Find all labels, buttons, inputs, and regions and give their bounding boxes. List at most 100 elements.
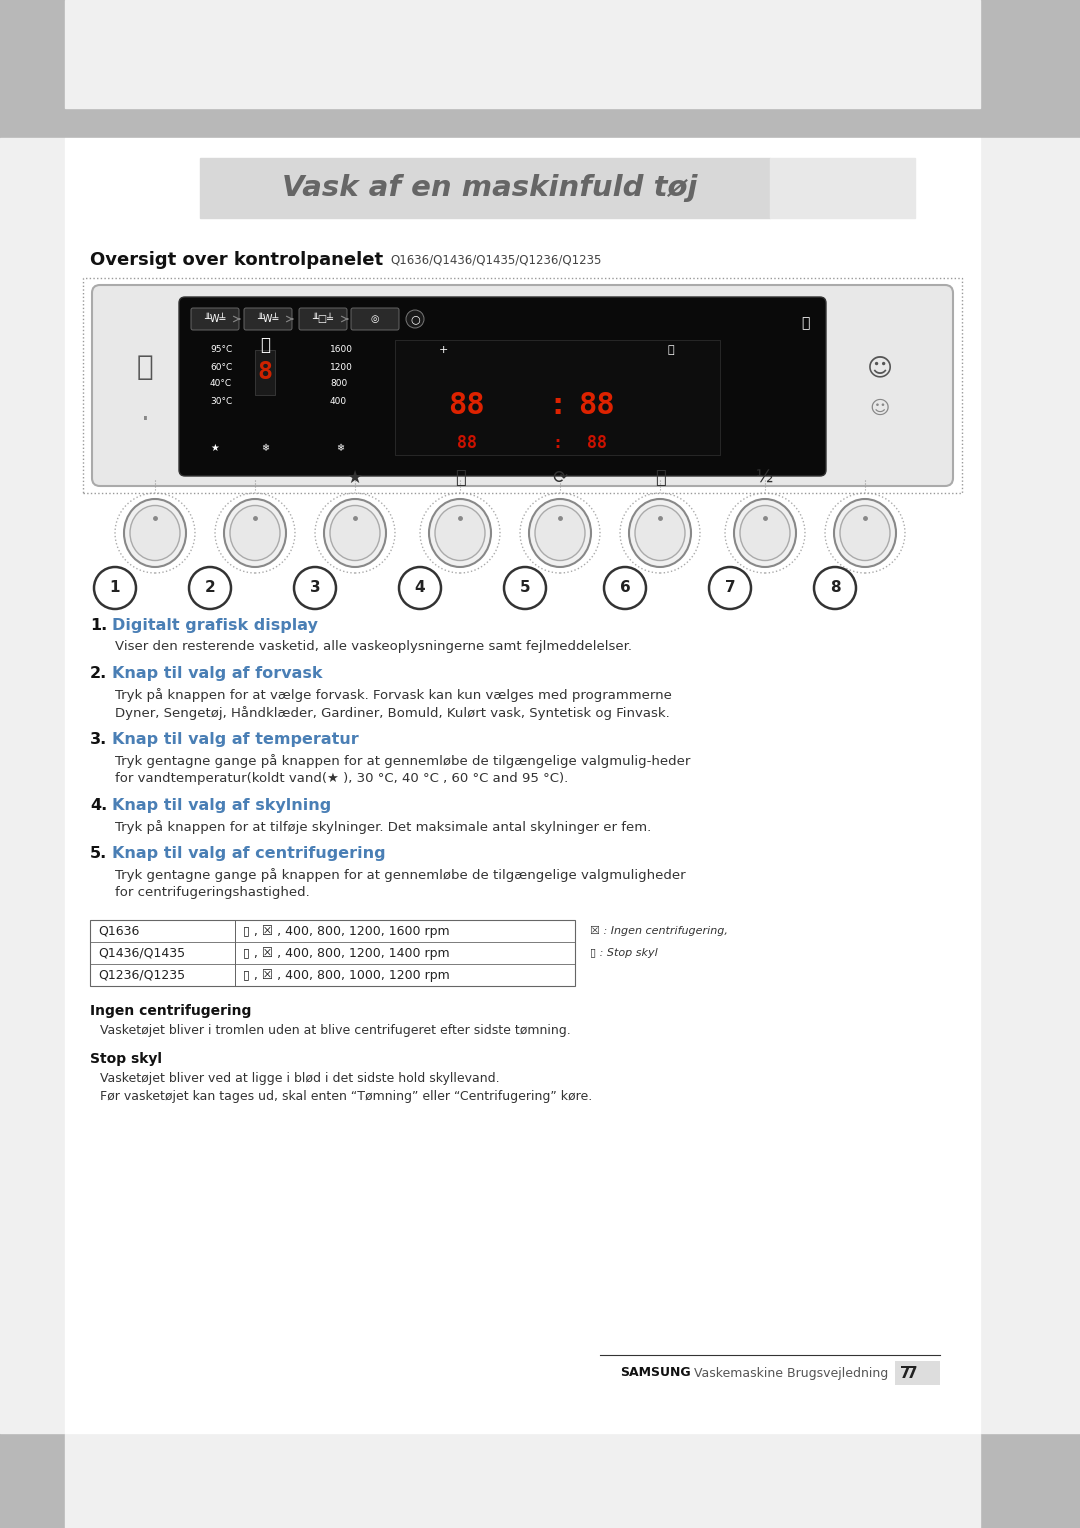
Text: Vask af en maskinfuld tøj: Vask af en maskinfuld tøj: [282, 174, 698, 202]
Circle shape: [189, 567, 231, 610]
Text: Digitalt grafisk display: Digitalt grafisk display: [112, 617, 318, 633]
Text: Knap til valg af centrifugering: Knap til valg af centrifugering: [112, 847, 386, 860]
Text: ☺: ☺: [867, 356, 893, 380]
Text: 1.: 1.: [90, 617, 107, 633]
FancyBboxPatch shape: [179, 296, 826, 477]
Text: ☺: ☺: [869, 399, 890, 419]
Text: Knap til valg af skylning: Knap til valg af skylning: [112, 798, 332, 813]
FancyBboxPatch shape: [299, 309, 347, 330]
Text: Viser den resterende vasketid, alle vaskeoplysningerne samt fejlmeddelelser.: Viser den resterende vasketid, alle vask…: [114, 640, 632, 652]
Ellipse shape: [230, 506, 280, 561]
Text: 1600: 1600: [330, 345, 353, 354]
Text: Oversigt over kontrolpanelet: Oversigt over kontrolpanelet: [90, 251, 383, 269]
Bar: [0, 0, 1080, 138]
Text: 1: 1: [110, 581, 120, 596]
Bar: [83, 278, 962, 494]
Bar: [980, 138, 1080, 1433]
Text: 2: 2: [204, 581, 215, 596]
Text: ▯ , ☒ , 400, 800, 1000, 1200 rpm: ▯ , ☒ , 400, 800, 1000, 1200 rpm: [243, 969, 449, 981]
Text: Tryk på knappen for at tilføje skylninger. Det maksimale antal skylninger er fem: Tryk på knappen for at tilføje skylninge…: [114, 821, 651, 834]
Text: Q1636: Q1636: [98, 924, 139, 938]
Text: ☒ : Ingen centrifugering,: ☒ : Ingen centrifugering,: [590, 926, 728, 937]
Ellipse shape: [834, 500, 896, 567]
Text: 88: 88: [448, 391, 485, 420]
Text: 6: 6: [620, 581, 631, 596]
Text: ★: ★: [211, 443, 219, 452]
Text: ▯ , ☒ , 400, 800, 1200, 1600 rpm: ▯ , ☒ , 400, 800, 1200, 1600 rpm: [243, 924, 449, 938]
Text: 7: 7: [900, 1366, 910, 1380]
Text: Q1436/Q1435: Q1436/Q1435: [98, 946, 185, 960]
Text: 88: 88: [578, 391, 615, 420]
Text: ❄: ❄: [336, 443, 345, 452]
Text: Vasketøjet bliver ved at ligge i blød i det sidste hold skyllevand.: Vasketøjet bliver ved at ligge i blød i …: [100, 1073, 500, 1085]
Ellipse shape: [629, 500, 691, 567]
Text: 3.: 3.: [90, 732, 107, 747]
Text: 88: 88: [586, 434, 607, 452]
Text: Vasketøjet bliver i tromlen uden at blive centrifugeret efter sidste tømning.: Vasketøjet bliver i tromlen uden at bliv…: [100, 1024, 570, 1038]
Text: 3: 3: [310, 581, 321, 596]
Text: ╨W╧: ╨W╧: [204, 313, 226, 324]
Circle shape: [406, 310, 424, 329]
Bar: [0, 0, 65, 138]
Text: for centrifugeringshastighed.: for centrifugeringshastighed.: [114, 886, 310, 898]
Bar: [0, 138, 65, 1433]
Text: ⧖: ⧖: [667, 345, 675, 354]
Circle shape: [814, 567, 856, 610]
Bar: [65, 0, 980, 108]
Bar: [0, 0, 65, 1528]
FancyBboxPatch shape: [191, 309, 239, 330]
Text: Q1236/Q1235: Q1236/Q1235: [98, 969, 185, 981]
Circle shape: [504, 567, 546, 610]
Text: ⍨: ⍨: [260, 336, 270, 354]
Text: ❄: ❄: [261, 443, 269, 452]
Ellipse shape: [224, 500, 286, 567]
Text: ◎: ◎: [370, 313, 379, 324]
Ellipse shape: [840, 506, 890, 561]
Ellipse shape: [435, 506, 485, 561]
Ellipse shape: [324, 500, 386, 567]
Text: 800: 800: [330, 379, 348, 388]
FancyBboxPatch shape: [351, 309, 399, 330]
Text: Før vasketøjet kan tages ud, skal enten “Tømning” eller “Centrifugering” køre.: Før vasketøjet kan tages ud, skal enten …: [100, 1089, 592, 1103]
Bar: [395, 341, 720, 455]
Bar: [90, 920, 575, 986]
Ellipse shape: [535, 506, 585, 561]
Text: 8: 8: [829, 581, 840, 596]
Circle shape: [399, 567, 441, 610]
Text: ⟳: ⟳: [553, 469, 568, 487]
Bar: [65, 1433, 980, 1528]
Text: 4.: 4.: [90, 798, 107, 813]
Text: +: +: [440, 345, 448, 354]
Bar: [770, 157, 915, 219]
Text: Knap til valg af forvask: Knap til valg af forvask: [112, 666, 323, 681]
Text: 2.: 2.: [90, 666, 107, 681]
Text: 88: 88: [457, 434, 476, 452]
Text: 95°C: 95°C: [210, 345, 232, 354]
Text: 4: 4: [415, 581, 426, 596]
Text: ╨W╧: ╨W╧: [257, 313, 279, 324]
Ellipse shape: [124, 500, 186, 567]
Bar: [980, 0, 1080, 1528]
Text: 30°C: 30°C: [210, 396, 232, 405]
Text: Tryk gentagne gange på knappen for at gennemløbe de tilgængelige valgmulig-heder: Tryk gentagne gange på knappen for at ge…: [114, 753, 690, 769]
Text: 5.: 5.: [90, 847, 107, 860]
Text: SAMSUNG: SAMSUNG: [620, 1366, 690, 1380]
Circle shape: [94, 567, 136, 610]
Text: Tryk på knappen for at vælge forvask. Forvask kan kun vælges med programmerne: Tryk på knappen for at vælge forvask. Fo…: [114, 688, 672, 701]
Text: ╨□╧: ╨□╧: [312, 313, 334, 324]
Text: ○: ○: [410, 313, 420, 324]
Text: 🔒: 🔒: [800, 316, 809, 330]
Text: .: .: [140, 397, 149, 425]
Text: 5: 5: [519, 581, 530, 596]
Bar: [895, 1361, 940, 1384]
Text: Vaskemaskine Brugsvejledning: Vaskemaskine Brugsvejledning: [690, 1366, 888, 1380]
Text: ⍨: ⍨: [137, 353, 153, 380]
Text: ★: ★: [347, 469, 363, 487]
Ellipse shape: [740, 506, 789, 561]
Bar: [0, 1407, 1080, 1528]
Text: 7: 7: [907, 1366, 917, 1380]
Text: 8: 8: [257, 361, 272, 384]
Ellipse shape: [635, 506, 685, 561]
Text: for vandtemperatur(koldt vand(★ ), 30 °C, 40 °C , 60 °C and 95 °C).: for vandtemperatur(koldt vand(★ ), 30 °C…: [114, 772, 568, 785]
Text: ½: ½: [756, 469, 773, 487]
